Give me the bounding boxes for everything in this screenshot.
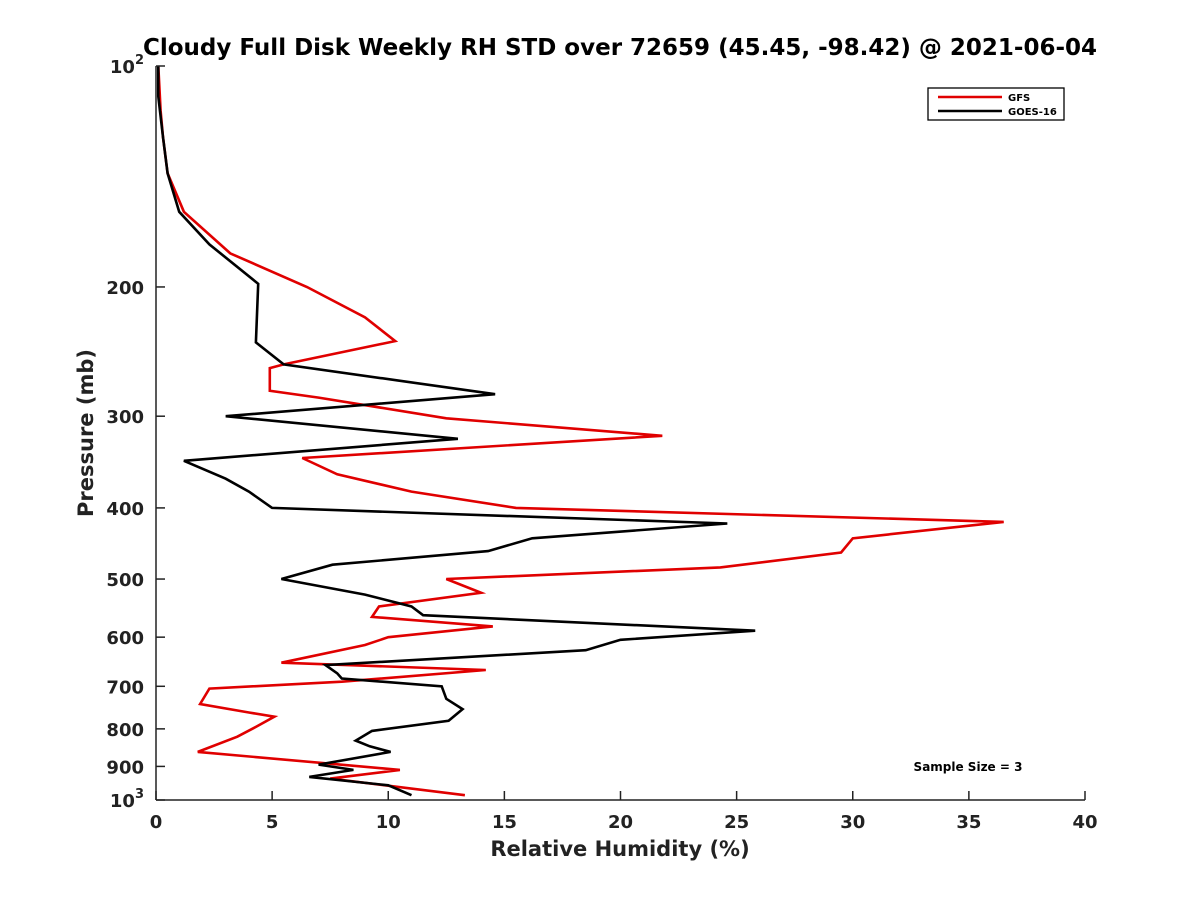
x-axis-label: Relative Humidity (%) — [490, 837, 749, 861]
sample-size-annotation: Sample Size = 3 — [914, 760, 1023, 774]
y-tick-label: 102 — [110, 53, 144, 78]
y-tick-label: 900 — [106, 757, 144, 778]
x-tick-label: 5 — [266, 812, 279, 833]
x-tick-label: 30 — [840, 812, 865, 833]
legend: GFS GOES-16 — [927, 87, 1065, 121]
x-tick-label: 15 — [492, 812, 517, 833]
legend-label-goes-16: GOES-16 — [1008, 107, 1057, 118]
x-tick-label: 0 — [150, 812, 163, 833]
axes: 0 5 10 15 20 25 30 35 40 102 200 300 400 500 600 700 800… — [106, 53, 1097, 833]
x-tick-label: 25 — [724, 812, 749, 833]
x-tick-label: 10 — [376, 812, 401, 833]
legend-box — [927, 87, 1065, 121]
y-tick-label: 200 — [106, 278, 144, 299]
y-axis-label: Pressure (mb) — [74, 349, 98, 517]
plot-area — [157, 65, 1004, 797]
y-tick-label: 600 — [106, 628, 144, 649]
legend-label-gfs: GFS — [1008, 93, 1030, 104]
y-tick-label: 103 — [110, 787, 144, 812]
series-line-goes-16 — [157, 66, 756, 797]
y-tick-label: 400 — [106, 499, 144, 520]
y-tick-label: 800 — [106, 720, 144, 741]
y-tick-label: 700 — [106, 677, 144, 698]
x-tick-label: 40 — [1072, 812, 1097, 833]
y-tick-label: 300 — [106, 407, 144, 428]
x-tick-label: 35 — [956, 812, 981, 833]
y-tick-label: 500 — [106, 570, 144, 591]
chart-title: Cloudy Full Disk Weekly RH STD over 7265… — [143, 35, 1097, 61]
series-line-gfs — [157, 65, 1004, 797]
x-tick-label: 20 — [608, 812, 633, 833]
